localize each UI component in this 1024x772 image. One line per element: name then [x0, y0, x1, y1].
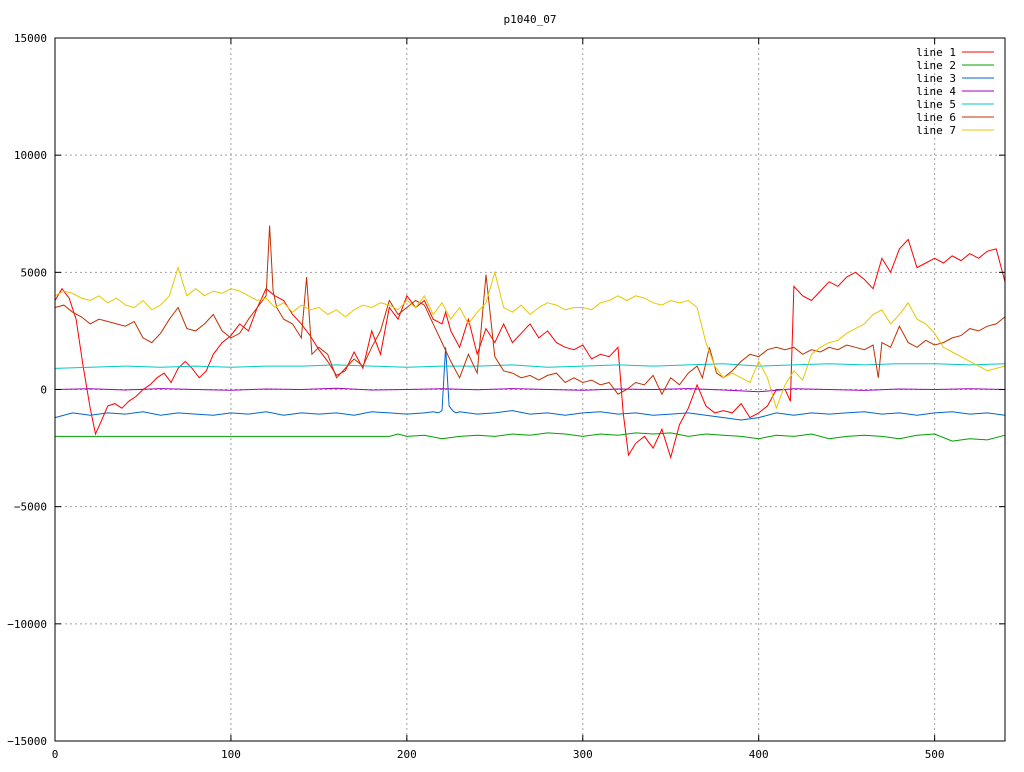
legend-label: line 6: [916, 111, 956, 124]
legend-label: line 3: [916, 72, 956, 85]
y-tick-label: 15000: [14, 32, 47, 45]
x-tick-label: 400: [749, 748, 769, 761]
series-line-4: [54, 387, 1006, 393]
legend-label: line 1: [916, 46, 956, 59]
series-line-5: [54, 363, 1006, 369]
y-tick-label: −15000: [7, 735, 47, 748]
series-line-1: [54, 238, 1006, 460]
legend-label: line 2: [916, 59, 956, 72]
series-line-3: [54, 347, 1006, 421]
series-group: [54, 225, 1006, 460]
chart-title: p1040_07: [504, 13, 557, 26]
x-tick-label: 200: [397, 748, 417, 761]
legend-label: line 7: [916, 124, 956, 137]
x-tick-label: 100: [221, 748, 241, 761]
y-tick-label: 5000: [21, 266, 48, 279]
x-tick-label: 300: [573, 748, 593, 761]
x-tick-label: 500: [925, 748, 945, 761]
legend-label: line 5: [916, 98, 956, 111]
axes: −15000 −10000 −5000 0 5000 10000 15000 0 100 200 3…: [7, 32, 1005, 761]
series-line-2: [55, 432, 1006, 442]
x-tick-label: 0: [52, 748, 59, 761]
y-tick-label: 0: [40, 384, 47, 397]
y-tick-label: −10000: [7, 618, 47, 631]
y-tick-label: 10000: [14, 149, 47, 162]
series-line-6: [54, 225, 1006, 396]
y-tick-label: −5000: [14, 501, 47, 514]
legend-label: line 4: [916, 85, 956, 98]
series-line-7: [54, 265, 1006, 410]
